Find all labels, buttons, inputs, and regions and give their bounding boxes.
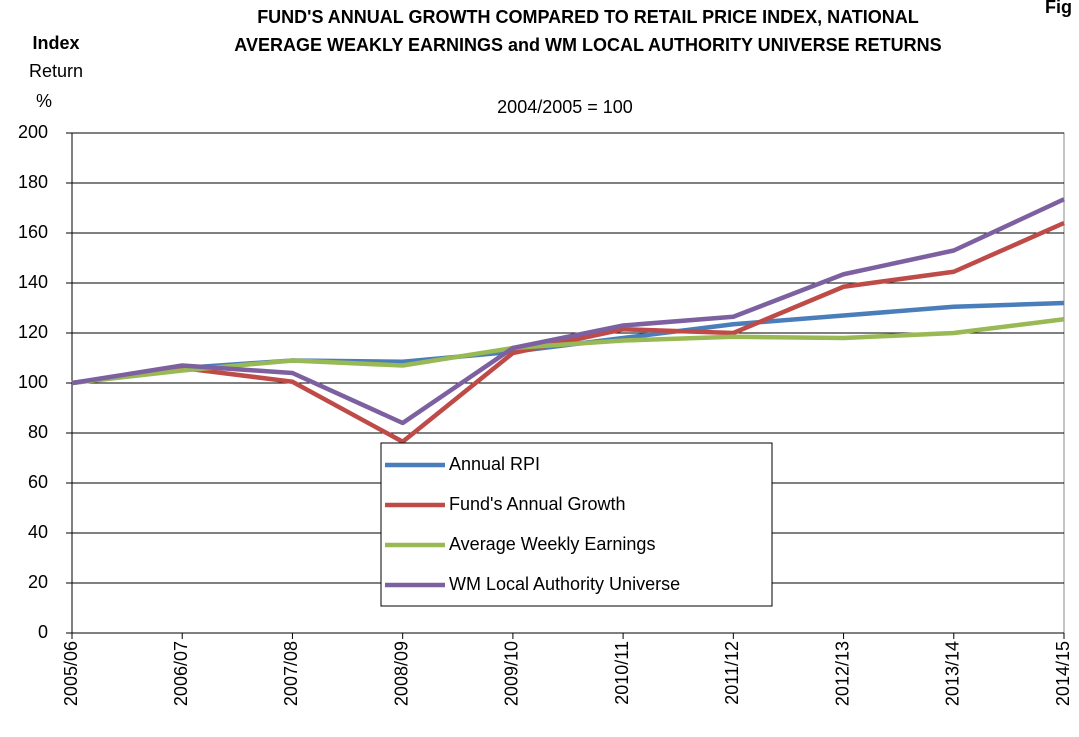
chart-title: FUND'S ANNUAL GROWTH COMPARED TO RETAIL … <box>257 7 919 27</box>
x-tick-label: 2010/11 <box>612 641 632 705</box>
legend-label: Fund's Annual Growth <box>449 494 626 514</box>
x-tick-label: 2005/06 <box>61 641 81 706</box>
x-tick-label: 2012/13 <box>832 641 852 706</box>
x-tick-label: 2009/10 <box>502 641 522 706</box>
x-tick-label: 2006/07 <box>171 641 191 706</box>
y-axis-label: Index <box>32 33 79 53</box>
y-tick-label: 140 <box>18 272 48 292</box>
y-axis-unit: % <box>36 91 52 111</box>
y-tick-label: 80 <box>28 422 48 442</box>
y-tick-label: 120 <box>18 322 48 342</box>
y-tick-label: 20 <box>28 572 48 592</box>
series-line <box>71 220 1065 444</box>
y-axis-label: Return <box>29 61 83 81</box>
corner-label: Fig <box>1045 0 1072 17</box>
y-tick-label: 100 <box>18 372 48 392</box>
y-tick-label: 0 <box>38 622 48 642</box>
legend-box <box>380 442 773 607</box>
x-tick-label: 2013/14 <box>943 641 963 706</box>
legend-label: Annual RPI <box>449 454 540 474</box>
series-line <box>71 197 1065 426</box>
subtitle: 2004/2005 = 100 <box>497 97 633 117</box>
y-tick-label: 180 <box>18 172 48 192</box>
y-tick-label: 200 <box>18 122 48 142</box>
y-tick-label: 160 <box>18 222 48 242</box>
x-tick-label: 2007/08 <box>281 641 301 706</box>
x-tick-label: 2011/12 <box>722 641 742 705</box>
x-tick-label: 2014/15 <box>1053 641 1073 706</box>
chart-title: AVERAGE WEAKLY EARNINGS and WM LOCAL AUT… <box>234 35 941 55</box>
x-tick-label: 2008/09 <box>391 641 411 706</box>
y-tick-label: 40 <box>28 522 48 542</box>
legend-label: Average Weekly Earnings <box>449 534 655 554</box>
legend-label: WM Local Authority Universe <box>449 574 680 594</box>
y-tick-label: 60 <box>28 472 48 492</box>
series-line <box>71 317 1065 386</box>
